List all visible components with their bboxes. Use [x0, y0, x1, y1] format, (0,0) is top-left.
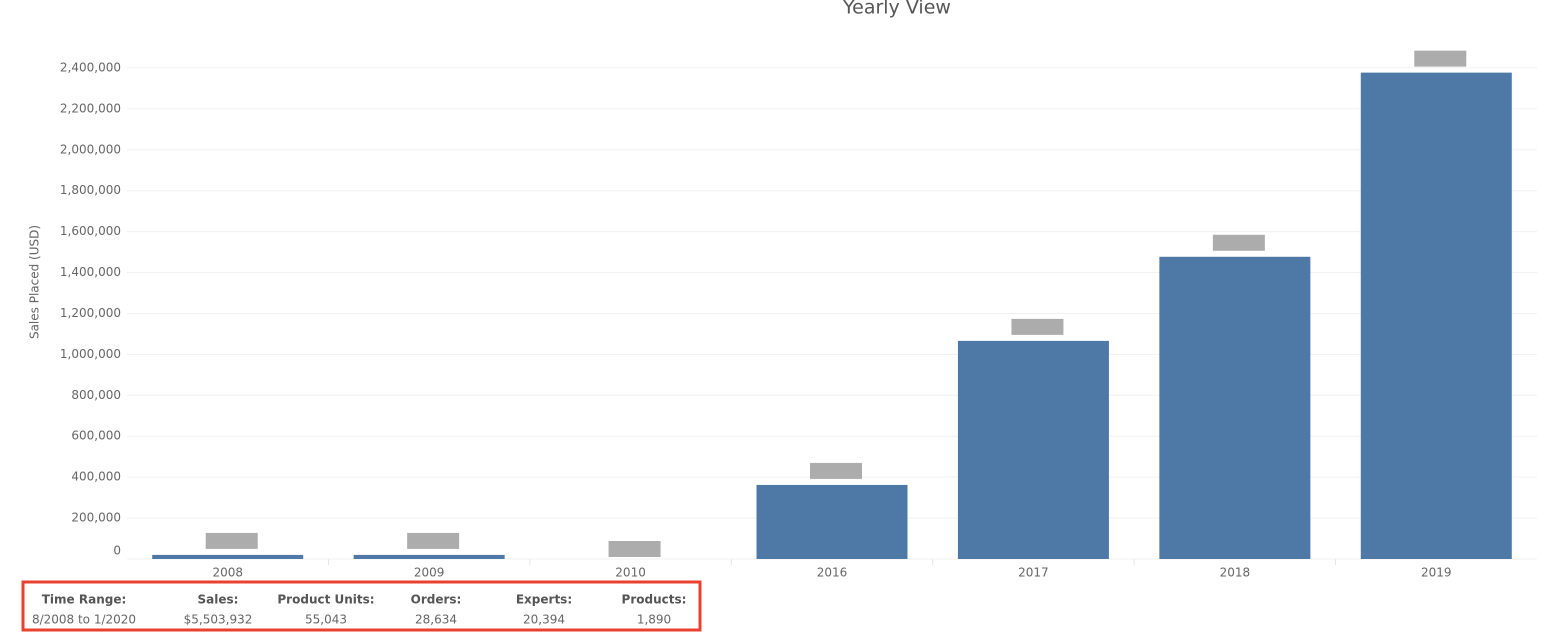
y-tick-label: 2,400,000: [60, 60, 121, 74]
y-tick-label: 1,000,000: [60, 347, 121, 361]
x-tick-label: 2008: [212, 566, 243, 580]
summary-value: 20,394: [523, 613, 565, 627]
redacted-label: [407, 532, 460, 549]
y-tick-label: 600,000: [71, 429, 121, 443]
redacted-label: [1414, 50, 1467, 67]
bar: [353, 554, 505, 559]
y-tick-label: 200,000: [71, 511, 121, 525]
x-tick-label: 2017: [1018, 566, 1049, 580]
summary-header: Products:: [622, 593, 687, 607]
summary-value: 28,634: [415, 613, 457, 627]
bar: [1159, 256, 1311, 559]
summary-header: Orders:: [411, 593, 462, 607]
y-tick-label: 400,000: [71, 470, 121, 484]
bar: [1360, 72, 1512, 559]
summary-value: $5,503,932: [184, 613, 253, 627]
x-tick-label: 2018: [1220, 566, 1251, 580]
x-tick-label: 2019: [1421, 566, 1452, 580]
y-tick-label: 1,600,000: [60, 224, 121, 238]
summary-box: [21, 580, 702, 632]
x-tick-label: 2016: [817, 566, 848, 580]
redacted-label: [810, 462, 862, 479]
redacted-label: [1212, 234, 1265, 251]
x-tick-label: 2009: [414, 566, 445, 580]
chart-title: Yearly View: [842, 0, 951, 19]
summary-header: Experts:: [516, 593, 572, 607]
y-tick-label: 1,800,000: [60, 183, 121, 197]
summary-header: Product Units:: [277, 593, 374, 607]
y-tick-label: 2,200,000: [60, 101, 121, 115]
bar: [152, 554, 304, 559]
redacted-label: [1011, 318, 1064, 335]
summary-header: Sales:: [198, 593, 239, 607]
y-axis-label: Sales Placed (USD): [28, 225, 42, 339]
x-tick-label: 2010: [615, 566, 646, 580]
redacted-label: [205, 532, 258, 549]
y-tick-label: 1,200,000: [60, 306, 121, 320]
summary-value: 8/2008 to 1/2020: [32, 613, 136, 627]
redacted-label: [608, 541, 661, 557]
y-tick-label: 1,400,000: [60, 265, 121, 279]
summary-value: 1,890: [637, 613, 671, 627]
summary-value: 55,043: [305, 613, 347, 627]
bar: [756, 484, 908, 559]
y-tick-label: 800,000: [71, 388, 121, 402]
y-tick-label: 0: [113, 544, 121, 558]
summary-header: Time Range:: [42, 593, 127, 607]
bar: [957, 340, 1109, 559]
y-tick-label: 2,000,000: [60, 142, 121, 156]
